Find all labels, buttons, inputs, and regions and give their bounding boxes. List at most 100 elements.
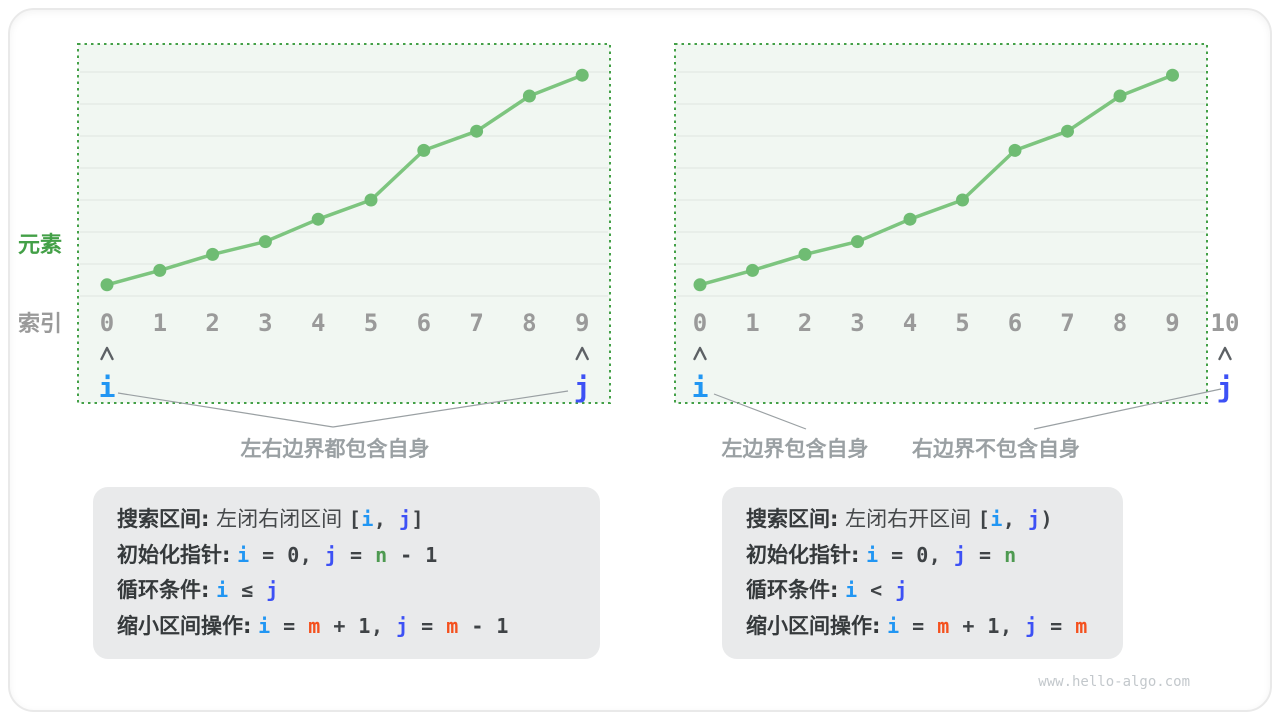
data-point	[798, 247, 812, 261]
code-token-mono: =	[966, 542, 1005, 567]
annotation-label: 右边界不包含自身	[912, 437, 1080, 461]
index-label: 7	[469, 309, 483, 337]
data-point	[470, 124, 484, 138]
info-line: 初始化指针: i = 0, j = n	[746, 538, 1099, 574]
code-token-m: m	[937, 613, 950, 638]
info-label: 缩小区间操作:	[117, 613, 252, 638]
data-point	[153, 263, 167, 277]
pointer-caret-icon	[693, 346, 707, 361]
code-token-j: j	[1027, 507, 1041, 531]
code-token-m: m	[1075, 613, 1088, 638]
pointer-i-label: i	[99, 371, 116, 404]
index-label: 3	[850, 309, 864, 337]
code-token-j: j	[396, 613, 409, 638]
code-token-mono: + 1,	[949, 613, 1026, 638]
info-label: 初始化指针:	[746, 542, 860, 567]
info-line: 缩小区间操作: i = m + 1, j = m	[746, 609, 1099, 645]
info-box-closed-interval: 搜索区间: 左闭右闭区间 [i, j] 初始化指针: i = 0, j = n -…	[93, 487, 600, 659]
data-point	[100, 278, 114, 292]
data-point	[1166, 68, 1179, 82]
pointer-i-label: i	[692, 371, 709, 404]
data-point	[956, 193, 969, 207]
data-point	[746, 263, 759, 277]
code-token-mono: =	[337, 542, 376, 567]
info-label: 初始化指针:	[117, 542, 231, 567]
code-token-n: n	[1004, 542, 1017, 567]
code-token-j: j	[398, 507, 412, 531]
data-line	[106, 73, 583, 287]
annotation-line	[713, 393, 807, 430]
code-token-j: j	[266, 578, 279, 602]
pointer-j-label: j	[574, 371, 591, 404]
code-token-mono: [	[977, 507, 991, 531]
annotation-line	[1033, 388, 1222, 430]
index-label: 8	[1113, 309, 1127, 337]
index-label: 4	[903, 309, 917, 337]
index-label: 2	[798, 309, 812, 337]
index-label: 1	[153, 309, 167, 337]
code-token-j: j	[324, 542, 338, 567]
code-token-mono: =	[899, 613, 938, 638]
annotation-line	[117, 392, 334, 428]
data-point	[1008, 143, 1022, 157]
info-label: 循环条件:	[746, 578, 839, 602]
info-label: 搜索区间:	[117, 507, 210, 531]
index-label: 9	[1165, 309, 1179, 337]
data-point	[851, 235, 864, 249]
index-label: 4	[311, 309, 325, 337]
data-point	[903, 212, 917, 226]
code-token-mono: =	[408, 613, 447, 638]
info-line: 搜索区间: 左闭右闭区间 [i, j]	[117, 502, 576, 538]
code-token-j: j	[1025, 613, 1038, 638]
code-token-mono: - 1	[387, 542, 438, 567]
data-point	[206, 247, 220, 261]
code-token-i: i	[845, 578, 858, 602]
info-label: 缩小区间操作:	[746, 613, 881, 638]
code-token-mono: = 0,	[249, 542, 325, 567]
pointer-caret-icon	[100, 346, 114, 361]
info-label: 搜索区间:	[746, 507, 839, 531]
code-token-mono: [	[348, 507, 362, 531]
code-token-mono: =	[1037, 613, 1076, 638]
annotation-label: 左边界包含自身	[722, 437, 869, 461]
info-line: 循环条件: i ≤ j	[117, 573, 576, 609]
index-label: 0	[693, 309, 707, 337]
index-label: 5	[364, 309, 378, 337]
data-point	[311, 212, 325, 226]
data-point	[364, 193, 378, 207]
index-label: 0	[100, 309, 114, 337]
code-token-plain: 左闭右闭区间	[209, 507, 349, 531]
pointer-caret-icon	[575, 346, 589, 361]
index-label: 6	[417, 309, 431, 337]
code-token-m: m	[446, 613, 459, 638]
data-point	[417, 143, 431, 157]
code-token-j: j	[953, 542, 967, 567]
info-line: 循环条件: i < j	[746, 573, 1099, 609]
code-token-m: m	[308, 613, 321, 638]
interval-dotted-box	[674, 43, 1208, 404]
pointer-j-label: j	[1217, 371, 1234, 404]
code-token-mono: ,	[373, 507, 399, 531]
annotation-line	[332, 390, 569, 428]
index-label: 2	[205, 309, 219, 337]
data-line	[699, 73, 1174, 287]
index-label: 6	[1008, 309, 1022, 337]
code-token-mono: )	[1040, 507, 1054, 531]
code-token-mono: =	[270, 613, 309, 638]
x-axis-label: 索引	[18, 312, 62, 337]
index-label: 1	[745, 309, 759, 337]
index-label: 8	[522, 309, 536, 337]
info-box-half-open-interval: 搜索区间: 左闭右开区间 [i, j) 初始化指针: i = 0, j = n 循环…	[722, 487, 1123, 659]
data-point	[575, 68, 589, 82]
code-token-mono: ]	[411, 507, 425, 531]
code-token-i: i	[237, 542, 250, 567]
index-label: 3	[258, 309, 272, 337]
code-token-mono: <	[857, 578, 896, 602]
y-axis-label: 元素	[18, 232, 62, 258]
data-point	[522, 89, 536, 103]
info-line: 初始化指针: i = 0, j = n - 1	[117, 538, 576, 574]
info-line: 搜索区间: 左闭右开区间 [i, j)	[746, 502, 1099, 538]
info-line: 缩小区间操作: i = m + 1, j = m - 1	[117, 609, 576, 645]
data-point	[1061, 124, 1074, 138]
